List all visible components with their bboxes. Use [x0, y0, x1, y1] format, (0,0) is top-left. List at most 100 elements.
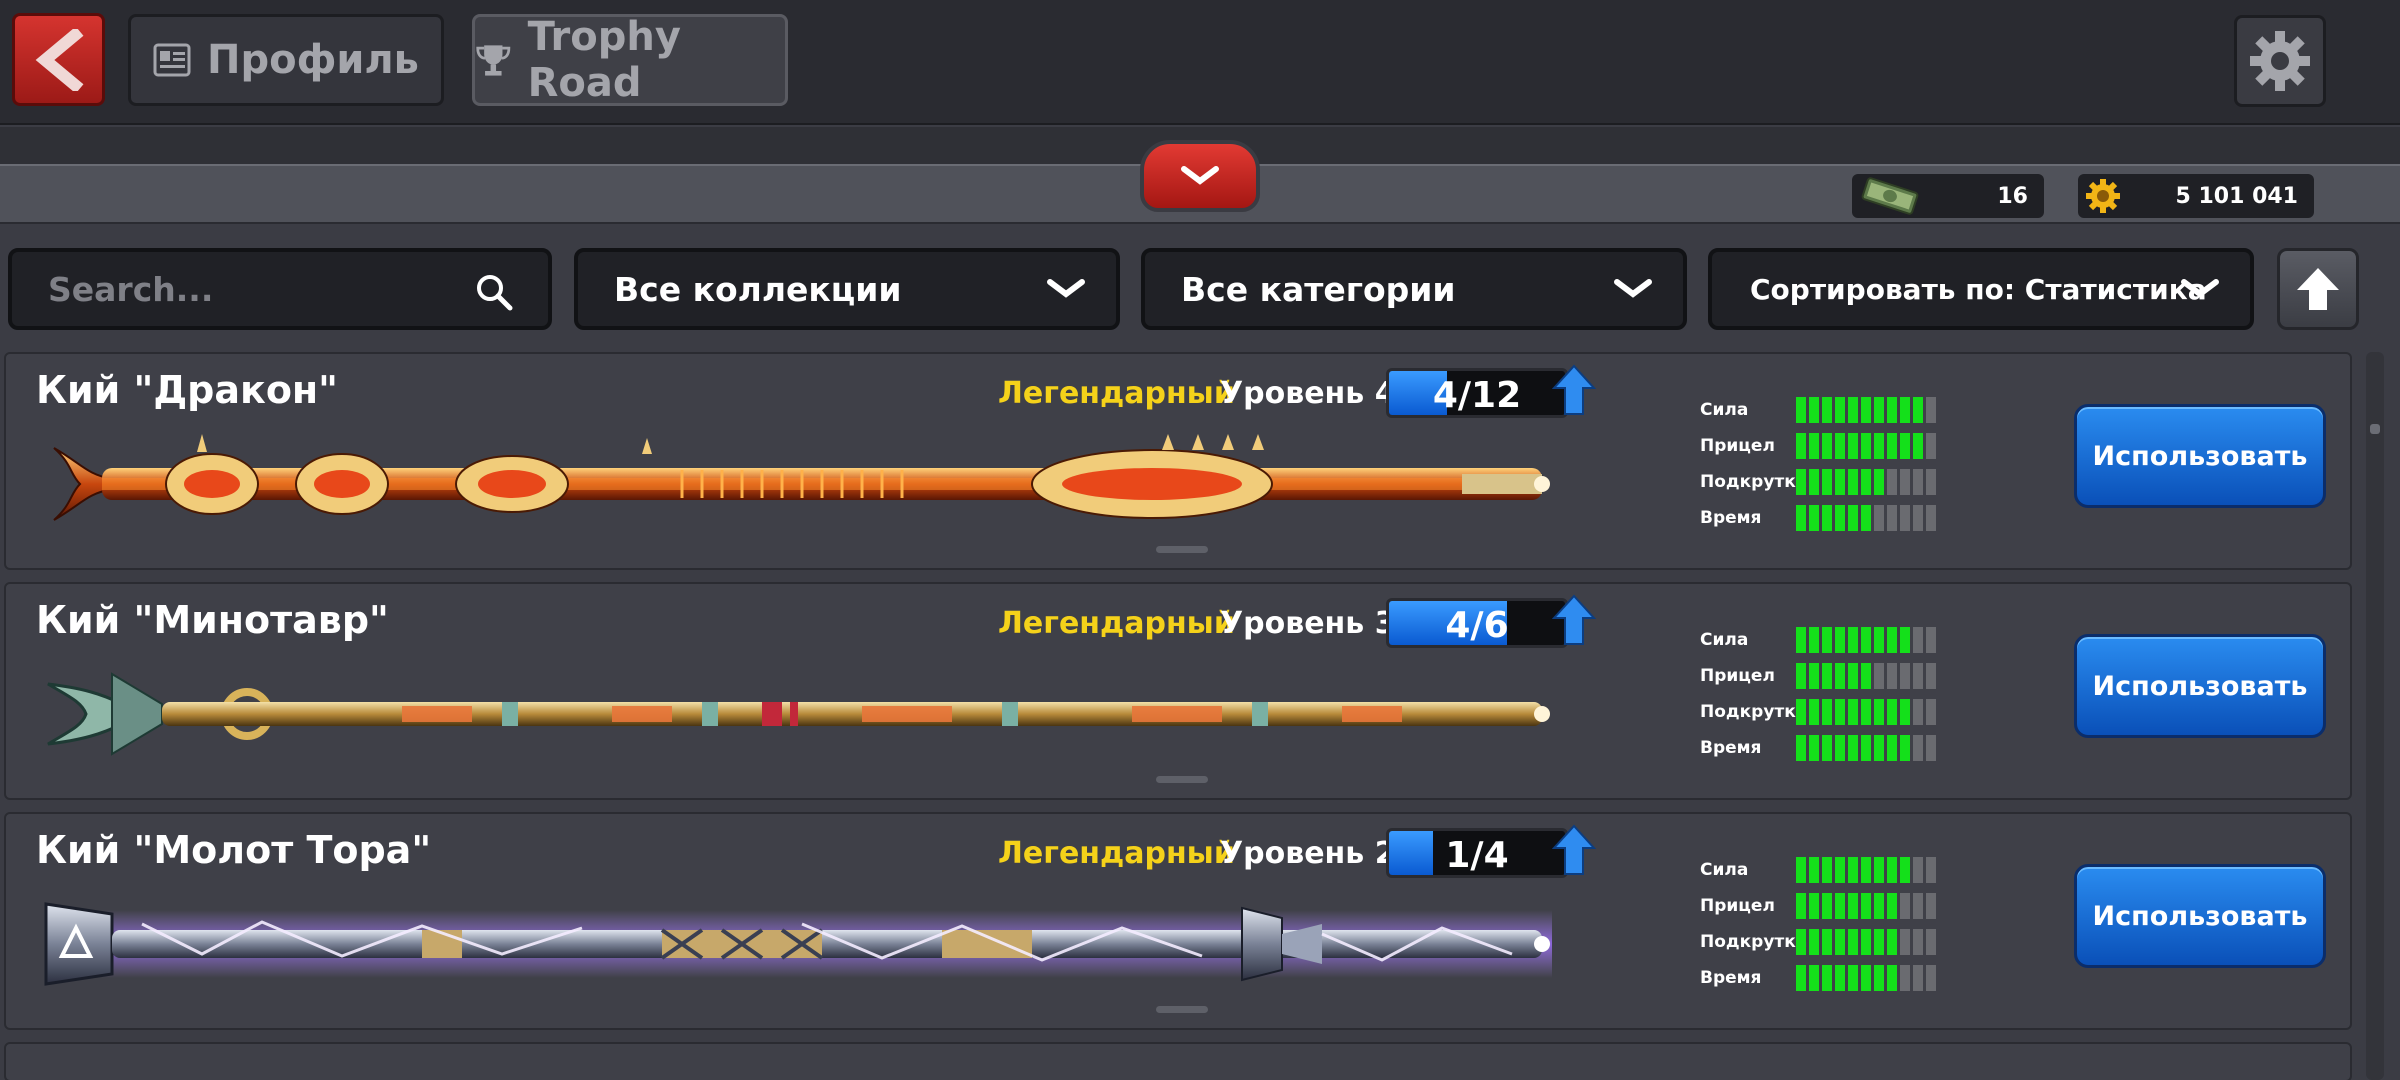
- stat-segment: [1887, 627, 1897, 653]
- stat-segment: [1848, 699, 1858, 725]
- cue-name: Кий "Дракон": [36, 368, 338, 412]
- collapse-header-button[interactable]: [1140, 140, 1260, 212]
- stat-segment: [1796, 735, 1806, 761]
- collections-dropdown[interactable]: Все коллекции: [574, 248, 1120, 330]
- drag-handle[interactable]: [1156, 546, 1208, 553]
- stat-segment: [1926, 505, 1936, 531]
- stat-segment: [1822, 397, 1832, 423]
- stat-label: Сила: [1700, 400, 1749, 420]
- use-cue-button[interactable]: Использовать: [2074, 634, 2326, 738]
- stat-segment: [1848, 627, 1858, 653]
- stat-segment: [1913, 699, 1923, 725]
- stat-segment: [1822, 469, 1832, 495]
- chevron-down-icon: [1614, 279, 1652, 298]
- stat-label: Прицел: [1700, 436, 1775, 456]
- stat-segment: [1835, 929, 1845, 955]
- stat-segment: [1861, 433, 1871, 459]
- stat-segment: [1809, 735, 1819, 761]
- stat-segment: [1926, 857, 1936, 883]
- stat-segment: [1900, 663, 1910, 689]
- stat-row-power: Сила: [1696, 624, 1936, 660]
- use-cue-button[interactable]: Использовать: [2074, 404, 2326, 508]
- cue-level: Уровень 3: [1220, 606, 1396, 641]
- stat-segment: [1900, 699, 1910, 725]
- stat-segment: [1900, 735, 1910, 761]
- categories-dropdown-label: Все категории: [1181, 269, 1456, 309]
- upgrade-arrow-icon[interactable]: [1552, 594, 1596, 646]
- stat-segment: [1861, 469, 1871, 495]
- stat-segment: [1809, 505, 1819, 531]
- settings-button[interactable]: [2234, 15, 2326, 107]
- cue-card-thor-hammer[interactable]: Кий "Молот Тора" Легендарный Уровень 2 1…: [4, 812, 2352, 1030]
- cue-progress-bar: 4/12: [1386, 368, 1568, 418]
- cue-name: Кий "Минотавр": [36, 598, 389, 642]
- stat-segment: [1861, 857, 1871, 883]
- scrollbar-thumb[interactable]: [2370, 424, 2380, 434]
- cue-progress-fill: [1389, 601, 1507, 645]
- stat-row-spin: Подкрутка: [1696, 696, 1936, 732]
- stat-segment: [1926, 735, 1936, 761]
- tab-profile[interactable]: Профиль: [128, 14, 444, 106]
- stat-segment: [1861, 663, 1871, 689]
- upgrade-arrow-icon[interactable]: [1552, 824, 1596, 876]
- stat-segment: [1900, 505, 1910, 531]
- stat-segment: [1796, 433, 1806, 459]
- stat-segment: [1809, 469, 1819, 495]
- stat-segment: [1809, 893, 1819, 919]
- arrow-up-icon: [2297, 268, 2339, 310]
- stat-segment: [1926, 663, 1936, 689]
- stat-segment: [1874, 893, 1884, 919]
- stat-label: Подкрутка: [1700, 702, 1808, 722]
- stat-segment: [1848, 857, 1858, 883]
- coin-balance: 5 101 041: [2078, 174, 2314, 218]
- drag-handle[interactable]: [1156, 776, 1208, 783]
- stat-row-spin: Подкрутка: [1696, 466, 1936, 502]
- sort-direction-button[interactable]: [2277, 248, 2359, 330]
- cue-dragon-image: [53, 434, 1550, 521]
- stat-segment: [1913, 735, 1923, 761]
- stat-segment: [1887, 893, 1897, 919]
- cue-name: Кий "Молот Тора": [36, 828, 432, 872]
- cue-level: Уровень 2: [1220, 836, 1396, 871]
- stat-bar: [1796, 505, 1936, 531]
- coin-value: 5 101 041: [2175, 183, 2298, 209]
- upgrade-arrow-icon[interactable]: [1552, 364, 1596, 416]
- stat-segment: [1913, 627, 1923, 653]
- scrollbar-track[interactable]: [2366, 352, 2384, 1080]
- stat-segment: [1861, 735, 1871, 761]
- use-cue-button[interactable]: Использовать: [2074, 864, 2326, 968]
- stat-segment: [1835, 433, 1845, 459]
- sort-dropdown[interactable]: Сортировать по: Статистика: [1708, 248, 2254, 330]
- tab-profile-label: Профиль: [207, 37, 419, 83]
- stat-bar: [1796, 433, 1936, 459]
- stat-segment: [1835, 857, 1845, 883]
- stat-segment: [1874, 965, 1884, 991]
- stat-segment: [1900, 469, 1910, 495]
- cue-card-partial[interactable]: [4, 1042, 2352, 1080]
- cue-stats: Сила Прицел Подкрутка Время: [1696, 854, 1936, 998]
- stat-segment: [1822, 699, 1832, 725]
- stat-segment: [1809, 627, 1819, 653]
- cue-minotaur-image: [47, 672, 1550, 756]
- stat-label: Время: [1700, 968, 1762, 988]
- drag-handle[interactable]: [1156, 1006, 1208, 1013]
- categories-dropdown[interactable]: Все категории: [1141, 248, 1687, 330]
- cue-card-minotaur[interactable]: Кий "Минотавр" Легендарный Уровень 3 4/6: [4, 582, 2352, 800]
- stat-label: Сила: [1700, 860, 1749, 880]
- tab-trophy-road-label: Trophy Road: [527, 14, 681, 106]
- stat-segment: [1861, 505, 1871, 531]
- stat-bar: [1796, 965, 1936, 991]
- stat-segment: [1848, 505, 1858, 531]
- stat-segment: [1900, 893, 1910, 919]
- stat-bar: [1796, 893, 1936, 919]
- stat-segment: [1822, 929, 1832, 955]
- gear-icon: [2250, 31, 2310, 91]
- cue-card-dragon[interactable]: Кий "Дракон" Легендарный Уровень 4 4/12: [4, 352, 2352, 570]
- search-field[interactable]: Search...: [8, 248, 552, 330]
- stat-segment: [1822, 627, 1832, 653]
- tab-trophy-road[interactable]: Trophy Road: [472, 14, 788, 106]
- stat-segment: [1874, 929, 1884, 955]
- stat-segment: [1887, 735, 1897, 761]
- back-button[interactable]: [12, 13, 105, 106]
- stat-segment: [1887, 857, 1897, 883]
